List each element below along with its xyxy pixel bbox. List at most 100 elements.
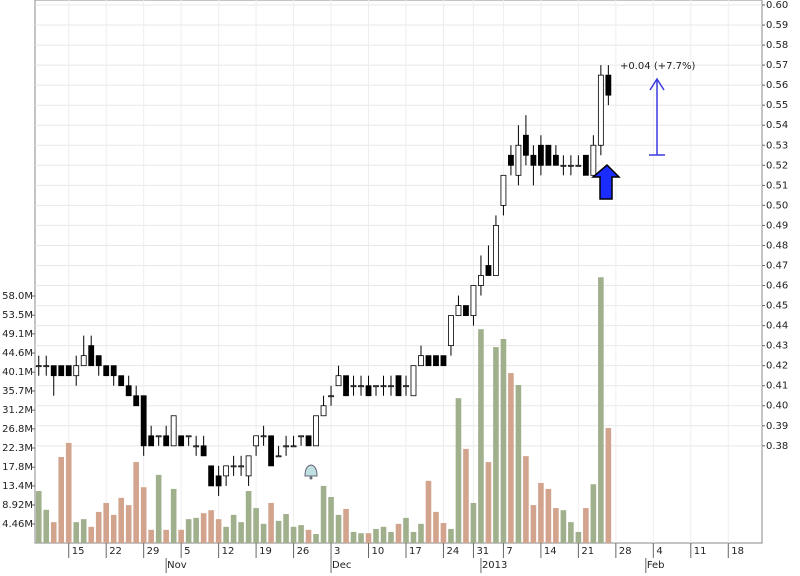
month-label: 2013	[482, 560, 507, 571]
y-tick-label: 0.50	[766, 200, 788, 211]
candle-body	[148, 435, 155, 447]
candle-body	[470, 285, 477, 316]
candle-body	[230, 465, 237, 468]
candle-body	[552, 154, 559, 166]
volume-bar	[320, 485, 327, 543]
candle-body	[268, 435, 274, 467]
volume-bar	[440, 522, 447, 543]
candle-body	[275, 455, 282, 458]
candle-body	[538, 144, 544, 166]
volume-tick-label: 53.5M	[2, 310, 33, 321]
volume-bar	[380, 526, 387, 543]
volume-bar	[328, 497, 334, 543]
candle-body	[103, 365, 110, 377]
candle-body	[605, 74, 612, 96]
volume-bar	[163, 529, 169, 543]
volume-bar	[103, 502, 110, 543]
volume-bar	[350, 531, 357, 543]
candle-body	[380, 385, 387, 388]
candle-body	[313, 415, 319, 447]
volume-bar	[515, 384, 522, 543]
candle-body	[320, 405, 327, 417]
volume-bar	[388, 531, 394, 543]
candle-body	[35, 365, 42, 368]
volume-bar	[260, 523, 267, 543]
volume-bar	[230, 514, 237, 543]
y-tick-label: 0.43	[766, 341, 788, 352]
x-tick-label: 26	[297, 546, 310, 557]
y-tick-label: 0.46	[766, 281, 788, 292]
candle-body	[298, 435, 304, 438]
candle-body	[560, 164, 567, 167]
y-tick-label: 0.48	[766, 240, 788, 251]
x-tick-label: 15	[72, 546, 85, 557]
volume-bar	[73, 522, 80, 543]
candle-body	[58, 365, 65, 377]
volume-bar	[58, 456, 65, 543]
candle-body	[185, 435, 192, 438]
volume-bar	[455, 398, 462, 543]
volume-tick-label: 22.3M	[2, 443, 33, 454]
candle-body	[290, 445, 297, 448]
volume-bar	[148, 529, 154, 543]
volume-tick-label: 40.1M	[2, 367, 33, 378]
candle-body	[410, 365, 417, 397]
candle-body	[582, 154, 589, 176]
volume-bar	[410, 531, 417, 543]
volume-bar	[463, 448, 469, 543]
plot-area	[34, 0, 763, 544]
volume-bar	[395, 523, 402, 543]
volume-bar	[433, 511, 439, 543]
volume-bar	[185, 519, 192, 543]
volume-tick-label: 17.8M	[2, 462, 33, 473]
x-tick-label: 28	[619, 546, 632, 557]
y-tick-label: 0.42	[766, 361, 788, 372]
candle-body	[155, 435, 162, 438]
volume-bar	[110, 514, 117, 543]
x-tick-label: 29	[147, 546, 160, 557]
volume-bar	[268, 502, 274, 543]
volume-tick-label: 58.0M	[2, 291, 33, 302]
candle-body	[80, 355, 87, 367]
volume-bar	[560, 510, 567, 543]
volume-bar	[605, 428, 612, 543]
x-tick-label: 3	[334, 546, 340, 557]
alert-icon	[304, 464, 318, 480]
volume-bar	[95, 511, 102, 543]
candle-body	[365, 385, 372, 397]
volume-bar	[305, 529, 312, 543]
volume-bar	[365, 533, 372, 543]
candle-body	[305, 435, 312, 447]
y-tick-label: 0.51	[766, 180, 788, 191]
candle-body	[163, 435, 170, 447]
volume-bar	[125, 505, 132, 543]
candle-body	[50, 365, 57, 377]
candle-body	[65, 365, 72, 377]
candle-body	[418, 355, 424, 367]
y-tick-label: 0.60	[766, 0, 788, 11]
candle-body	[373, 385, 379, 388]
candle-body	[350, 385, 357, 388]
candle-body	[208, 465, 215, 487]
volume-bar	[493, 347, 499, 543]
signal-arrow	[590, 163, 621, 200]
y-tick-label: 0.56	[766, 80, 788, 91]
volume-tick-label: 26.8M	[2, 424, 33, 435]
y-tick-label: 0.59	[766, 20, 788, 31]
candle-body	[425, 355, 432, 367]
candle-body	[523, 134, 529, 156]
candle-body	[448, 315, 454, 347]
volume-bar	[178, 529, 184, 543]
volume-bar	[298, 525, 304, 543]
candle-body	[283, 445, 289, 448]
volume-bar	[118, 497, 124, 543]
y-tick-label: 0.49	[766, 220, 788, 231]
candle-body	[485, 265, 492, 276]
candle-body	[73, 365, 80, 377]
candle-body	[260, 435, 267, 438]
candle-body	[110, 365, 117, 377]
candle-body	[140, 395, 147, 447]
y-tick-label: 0.58	[766, 40, 788, 51]
candle-body	[170, 415, 177, 447]
volume-bar	[568, 522, 574, 543]
